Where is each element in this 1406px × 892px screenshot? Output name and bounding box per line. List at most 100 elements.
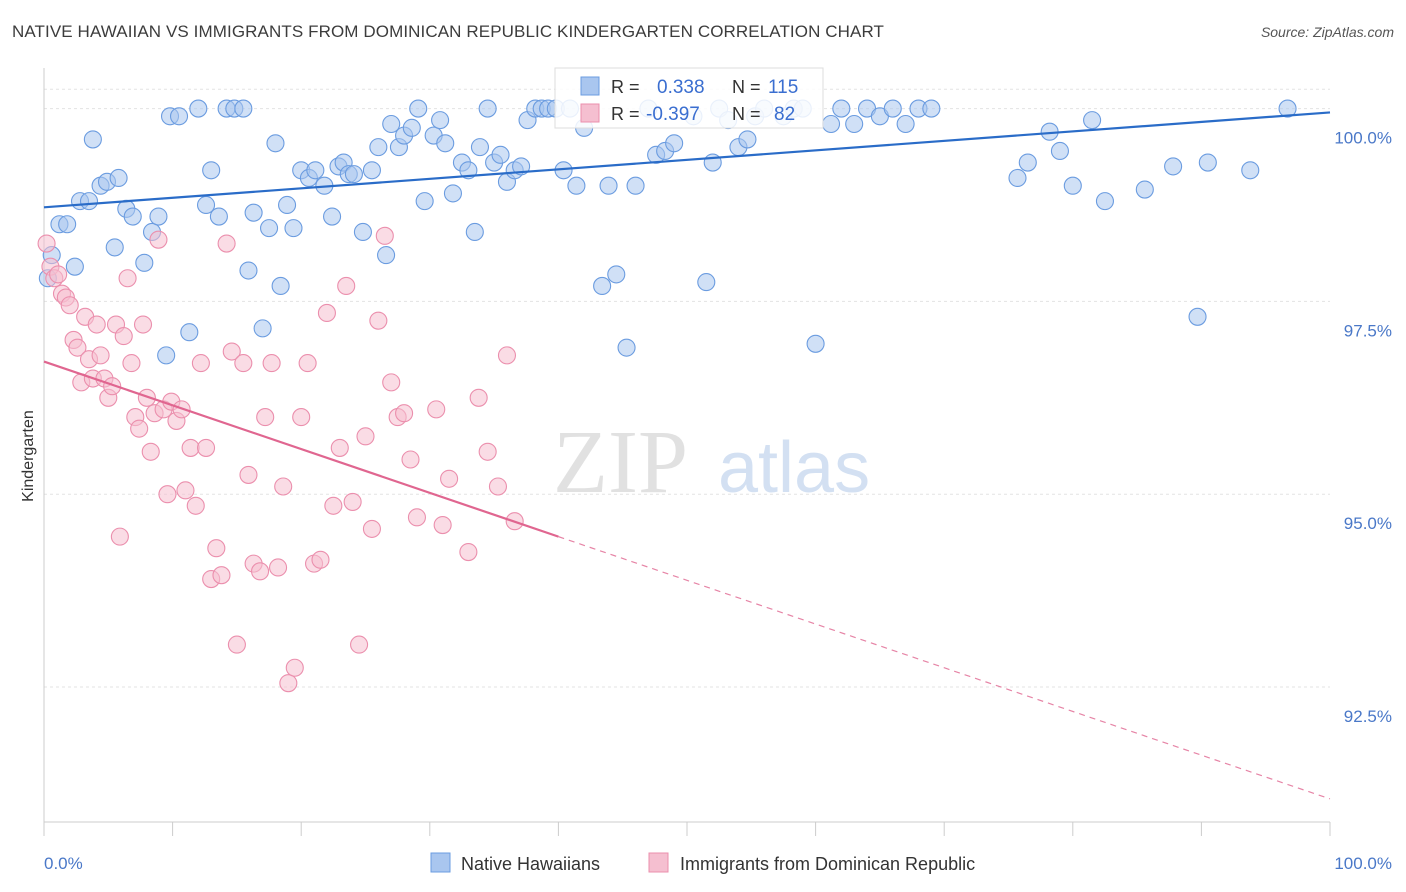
stats-legend: R = 0.338 N = 115 R = -0.397 N = 82 [554,67,824,129]
point-dominican-3 [49,265,68,284]
point-native-hawaiians-58 [443,184,462,203]
point-dominican-6 [60,296,79,315]
point-native-hawaiians-6 [79,192,99,211]
grid-lines [44,88,1330,688]
point-native-hawaiians-48 [377,246,396,265]
point-native-hawaiians-100 [821,114,841,134]
point-native-hawaiians-80 [607,265,626,284]
point-native-hawaiians-19 [169,107,189,126]
point-native-hawaiians-14 [135,253,154,272]
series-native-hawaiians [38,99,1297,365]
point-native-hawaiians-23 [202,161,221,180]
x-tick-label-min: 0.0% [44,854,83,873]
legend-swatch-native-hawaiians [430,852,451,873]
point-dominican-45 [227,635,246,654]
watermark: ZIP atlas [553,413,870,512]
series-dominican-republic [37,226,524,693]
stats-r-label-2: R = [611,104,640,124]
point-native-hawaiians-118 [1188,307,1207,326]
point-dominican-65 [350,635,369,654]
point-dominican-63 [337,276,356,296]
legend-swatch-dominican-republic [648,852,669,873]
point-dominican-73 [401,450,420,469]
point-dominican-55 [285,658,304,677]
point-native-hawaiians-99 [806,334,825,353]
point-native-hawaiians-56 [431,111,450,130]
axes [43,68,1331,836]
point-native-hawaiians-119 [1198,153,1217,172]
stats-legend-swatch-pink [580,103,600,123]
point-dominican-51 [262,354,281,373]
point-dominican-41 [207,539,226,558]
point-native-hawaiians-44 [344,165,363,184]
point-dominican-72 [395,404,414,423]
point-native-hawaiians-47 [369,138,388,157]
point-native-hawaiians-35 [284,219,303,238]
point-dominican-54 [279,674,298,693]
point-native-hawaiians-29 [244,203,263,222]
y-tick-label-1: 95.0% [1344,514,1392,533]
point-native-hawaiians-17 [157,346,176,365]
point-dominican-57 [298,354,317,373]
legend-label-native-hawaiians: Native Hawaiians [461,854,600,874]
point-dominican-64 [343,492,362,511]
point-native-hawaiians-105 [883,99,902,118]
point-dominican-35 [176,481,195,500]
point-dominican-79 [469,388,488,407]
point-native-hawaiians-116 [1135,180,1154,199]
point-native-hawaiians-49 [382,114,401,134]
point-dominican-82 [497,346,517,365]
svg-text:ZIP: ZIP [553,413,688,512]
point-native-hawaiians-76 [567,176,586,195]
point-native-hawaiians-93 [738,130,757,149]
point-native-hawaiians-121 [1278,99,1297,118]
point-dominican-66 [356,427,375,446]
trend-line-dominican-extension [558,536,1331,800]
point-dominican-75 [427,400,446,419]
point-native-hawaiians-45 [353,222,372,242]
point-dominican-74 [407,508,426,527]
point-dominican-25 [133,315,153,334]
trend-line-dominican [43,360,559,538]
point-native-hawaiians-62 [470,138,490,157]
stats-legend-swatch-blue [580,76,600,96]
series-legend: Native Hawaiians Immigrants from Dominic… [430,852,975,874]
point-dominican-13 [87,315,106,334]
point-native-hawaiians-46 [362,161,381,180]
chart-source: Source: ZipAtlas.com [1260,24,1394,40]
point-dominican-76 [433,516,452,535]
point-dominican-22 [122,354,141,373]
point-dominican-31 [158,485,177,504]
point-native-hawaiians-109 [1008,168,1027,188]
point-native-hawaiians-110 [1018,153,1037,172]
point-dominican-21 [118,269,137,288]
stats-r-value-2: -0.397 [646,104,700,125]
point-native-hawaiians-31 [259,219,279,238]
point-native-hawaiians-79 [599,176,618,195]
point-dominican-47 [239,465,258,484]
point-native-hawaiians-7 [83,130,102,149]
chart-title: NATIVE HAWAIIAN VS IMMIGRANTS FROM DOMIN… [12,22,885,41]
point-dominican-0 [37,234,56,253]
point-dominican-69 [375,226,394,245]
svg-text:atlas: atlas [718,428,870,508]
stats-r-value-1: 0.338 [657,77,705,98]
point-native-hawaiians-4 [65,257,84,276]
point-dominican-77 [440,469,459,488]
point-native-hawaiians-117 [1164,157,1183,176]
point-native-hawaiians-120 [1241,161,1260,180]
point-native-hawaiians-10 [105,238,124,257]
point-native-hawaiians-88 [697,273,716,292]
point-dominican-24 [130,419,149,438]
trend-line-native-hawaiians [43,111,1331,209]
point-native-hawaiians-22 [196,195,216,215]
stats-n-value-2: 82 [774,104,795,125]
point-dominican-29 [149,230,168,249]
point-dominican-49 [250,562,270,581]
point-native-hawaiians-24 [209,207,228,226]
point-native-hawaiians-60 [459,161,478,180]
y-tick-label-2: 97.5% [1344,321,1392,340]
point-native-hawaiians-21 [189,99,208,118]
point-native-hawaiians-106 [896,114,915,134]
